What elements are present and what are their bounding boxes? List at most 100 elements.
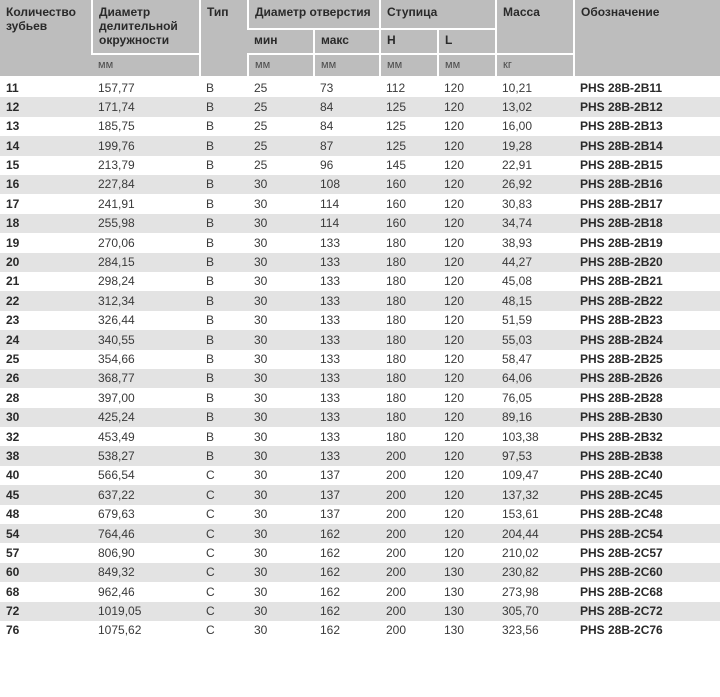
- cell-bore-min: 30: [248, 214, 314, 233]
- cell-mass: 58,47: [496, 350, 574, 369]
- cell-type: C: [200, 505, 248, 524]
- cell-type: B: [200, 446, 248, 465]
- cell-designation: PHS 28B-2B14: [574, 136, 720, 155]
- cell-hub-h: 180: [380, 408, 438, 427]
- cell-designation: PHS 28B-2B21: [574, 272, 720, 291]
- cell-bore-max: 84: [314, 117, 380, 136]
- cell-pitch-diameter: 157,77: [92, 77, 200, 97]
- cell-teeth: 54: [0, 524, 92, 543]
- table-row: 16227,84B3010816012026,92PHS 28B-2B16: [0, 175, 720, 194]
- cell-teeth: 20: [0, 253, 92, 272]
- cell-pitch-diameter: 199,76: [92, 136, 200, 155]
- table-row: 60849,32C30162200130230,82PHS 28B-2C60: [0, 563, 720, 582]
- cell-mass: 153,61: [496, 505, 574, 524]
- cell-bore-max: 108: [314, 175, 380, 194]
- col-header-pitch-diameter: Диаметр делительной окружности: [92, 0, 200, 54]
- cell-hub-h: 200: [380, 485, 438, 504]
- cell-hub-h: 180: [380, 233, 438, 252]
- cell-designation: PHS 28B-2B18: [574, 214, 720, 233]
- cell-bore-max: 133: [314, 253, 380, 272]
- cell-hub-h: 125: [380, 97, 438, 116]
- table-row: 45637,22C30137200120137,32PHS 28B-2C45: [0, 485, 720, 504]
- cell-bore-max: 133: [314, 446, 380, 465]
- header-row-1: Количество зубьев Диаметр делительной ок…: [0, 0, 720, 29]
- cell-designation: PHS 28B-2C72: [574, 602, 720, 621]
- cell-teeth: 21: [0, 272, 92, 291]
- cell-hub-h: 125: [380, 136, 438, 155]
- cell-designation: PHS 28B-2C54: [574, 524, 720, 543]
- cell-bore-max: 133: [314, 272, 380, 291]
- cell-type: B: [200, 291, 248, 310]
- cell-teeth: 23: [0, 311, 92, 330]
- cell-teeth: 38: [0, 446, 92, 465]
- cell-hub-h: 200: [380, 563, 438, 582]
- cell-designation: PHS 28B-2B12: [574, 97, 720, 116]
- cell-pitch-diameter: 354,66: [92, 350, 200, 369]
- cell-hub-h: 200: [380, 582, 438, 601]
- cell-bore-max: 162: [314, 543, 380, 562]
- table-row: 15213,79B259614512022,91PHS 28B-2B15: [0, 156, 720, 175]
- cell-hub-h: 200: [380, 505, 438, 524]
- cell-teeth: 22: [0, 291, 92, 310]
- cell-bore-max: 133: [314, 388, 380, 407]
- cell-mass: 103,38: [496, 427, 574, 446]
- cell-teeth: 24: [0, 330, 92, 349]
- table-row: 13185,75B258412512016,00PHS 28B-2B13: [0, 117, 720, 136]
- cell-bore-max: 162: [314, 524, 380, 543]
- cell-type: C: [200, 524, 248, 543]
- cell-pitch-diameter: 298,24: [92, 272, 200, 291]
- cell-teeth: 26: [0, 369, 92, 388]
- cell-hub-h: 200: [380, 602, 438, 621]
- cell-hub-h: 200: [380, 446, 438, 465]
- cell-pitch-diameter: 1019,05: [92, 602, 200, 621]
- col-header-hub: Ступица: [380, 0, 496, 29]
- table-row: 21298,24B3013318012045,08PHS 28B-2B21: [0, 272, 720, 291]
- table-row: 23326,44B3013318012051,59PHS 28B-2B23: [0, 311, 720, 330]
- cell-bore-min: 30: [248, 505, 314, 524]
- cell-designation: PHS 28B-2B26: [574, 369, 720, 388]
- table-row: 25354,66B3013318012058,47PHS 28B-2B25: [0, 350, 720, 369]
- cell-designation: PHS 28B-2B15: [574, 156, 720, 175]
- cell-teeth: 32: [0, 427, 92, 446]
- unit-l: мм: [438, 54, 496, 77]
- cell-pitch-diameter: 185,75: [92, 117, 200, 136]
- cell-bore-min: 30: [248, 194, 314, 213]
- cell-designation: PHS 28B-2B11: [574, 77, 720, 97]
- cell-bore-min: 30: [248, 466, 314, 485]
- cell-hub-h: 180: [380, 388, 438, 407]
- cell-teeth: 48: [0, 505, 92, 524]
- cell-type: C: [200, 582, 248, 601]
- cell-bore-max: 162: [314, 621, 380, 640]
- cell-mass: 48,15: [496, 291, 574, 310]
- cell-bore-max: 133: [314, 350, 380, 369]
- table-row: 57806,90C30162200120210,02PHS 28B-2C57: [0, 543, 720, 562]
- cell-mass: 44,27: [496, 253, 574, 272]
- cell-teeth: 25: [0, 350, 92, 369]
- cell-designation: PHS 28B-2C60: [574, 563, 720, 582]
- cell-bore-min: 30: [248, 563, 314, 582]
- cell-mass: 10,21: [496, 77, 574, 97]
- cell-type: B: [200, 388, 248, 407]
- col-header-designation: Обозначение: [574, 0, 720, 77]
- cell-bore-max: 133: [314, 408, 380, 427]
- cell-bore-max: 133: [314, 369, 380, 388]
- cell-pitch-diameter: 326,44: [92, 311, 200, 330]
- cell-designation: PHS 28B-2B23: [574, 311, 720, 330]
- cell-hub-h: 112: [380, 77, 438, 97]
- cell-designation: PHS 28B-2B38: [574, 446, 720, 465]
- cell-bore-min: 30: [248, 524, 314, 543]
- cell-designation: PHS 28B-2B25: [574, 350, 720, 369]
- cell-bore-max: 162: [314, 602, 380, 621]
- cell-bore-min: 30: [248, 175, 314, 194]
- cell-bore-max: 133: [314, 233, 380, 252]
- cell-designation: PHS 28B-2B30: [574, 408, 720, 427]
- cell-hub-l: 120: [438, 543, 496, 562]
- cell-teeth: 19: [0, 233, 92, 252]
- table-body: 11157,77B257311212010,21PHS 28B-2B111217…: [0, 77, 720, 640]
- cell-type: B: [200, 194, 248, 213]
- cell-hub-l: 120: [438, 214, 496, 233]
- cell-hub-l: 120: [438, 427, 496, 446]
- cell-teeth: 14: [0, 136, 92, 155]
- cell-hub-h: 200: [380, 466, 438, 485]
- cell-type: B: [200, 369, 248, 388]
